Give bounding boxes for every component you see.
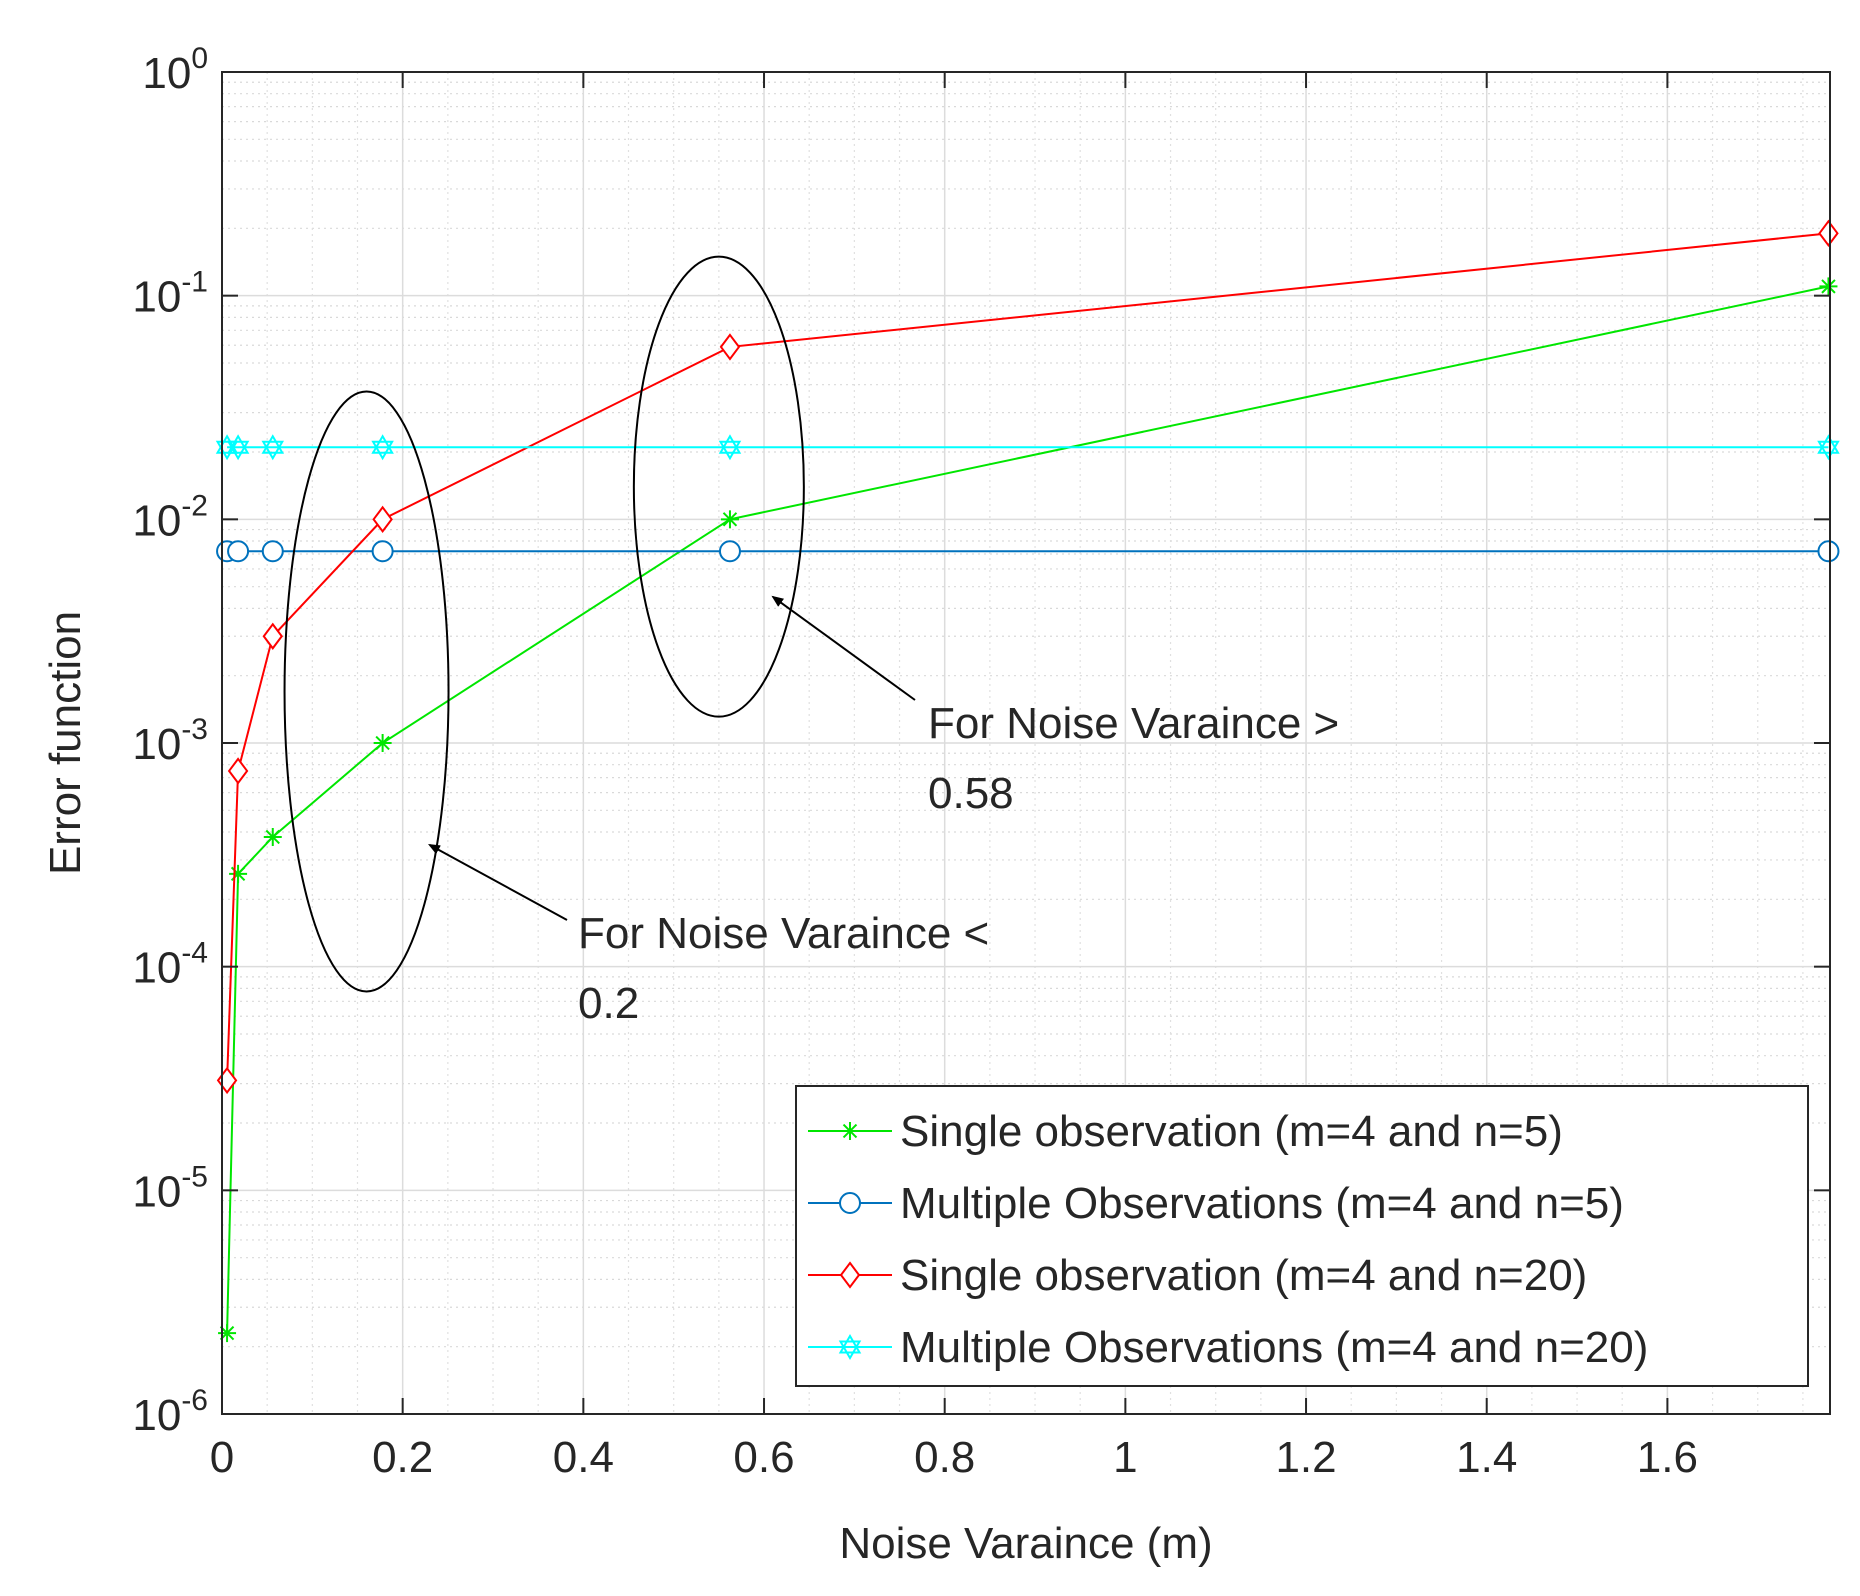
data-point — [373, 734, 392, 752]
data-point — [261, 434, 285, 461]
annotation-text-line1: For Noise Varaince > — [928, 699, 1339, 748]
series-line — [226, 285, 1829, 1334]
axes — [221, 71, 1831, 1415]
legend-marker — [841, 1122, 859, 1140]
data-point — [1818, 219, 1839, 247]
annotation-ellipse — [283, 390, 450, 993]
legend-entry: Single observation (m=4 and n=20) — [808, 1251, 1587, 1300]
x-tick-label: 1.6 — [1637, 1433, 1698, 1482]
legend: Single observation (m=4 and n=5) Multiple… — [795, 1085, 1809, 1387]
tick-labels: 0 0.2 0.4 0.6 0.8 1 1.2 1.4 1.6 100 10-1 10-2 10-3 10… — [132, 42, 1698, 1482]
data-point — [227, 540, 250, 563]
y-tick-label: 10-5 — [132, 1160, 208, 1216]
legend-marker — [839, 1192, 861, 1214]
legend-marker — [839, 1261, 861, 1289]
y-tick-label: 10-1 — [132, 266, 208, 322]
annotation-text-line1: For Noise Varaince < — [578, 909, 989, 958]
data-point — [227, 757, 249, 785]
data-point — [371, 434, 394, 461]
data-point — [719, 333, 741, 361]
data-point — [226, 434, 250, 461]
x-tick-label: 0.8 — [914, 1433, 975, 1482]
annotation-text-line2: 0.2 — [578, 979, 639, 1028]
annotation-arrow — [428, 844, 568, 921]
annotation-1: For Noise Varaince < 0.2 — [283, 390, 989, 1028]
data-point — [718, 434, 742, 461]
legend-label: Single observation (m=4 and n=5) — [900, 1107, 1563, 1156]
annotation-2: For Noise Varaince > 0.58 — [632, 255, 1339, 818]
legend-entry: Single observation (m=4 and n=5) — [808, 1107, 1563, 1156]
data-point — [1817, 540, 1840, 563]
y-tick-label: 100 — [142, 42, 208, 98]
x-axis-label: Noise Varaince (m) — [839, 1519, 1212, 1568]
legend-entry: Multiple Observations (m=4 and n=20) — [808, 1323, 1648, 1372]
legend-label: Multiple Observations (m=4 and n=5) — [900, 1179, 1624, 1228]
data-point — [218, 1324, 237, 1343]
series-2 — [216, 540, 1840, 563]
annotation-arrow — [771, 595, 916, 701]
x-tick-label: 0.4 — [553, 1433, 614, 1482]
data-point — [263, 827, 282, 846]
legend-box — [795, 1085, 1809, 1387]
legend-marker — [838, 1334, 862, 1360]
data-point — [720, 510, 739, 529]
legend-entry: Multiple Observations (m=4 and n=5) — [808, 1179, 1624, 1228]
y-axis-label: Error function — [41, 611, 90, 875]
x-tick-label: 1.4 — [1456, 1433, 1517, 1482]
data-point — [1817, 434, 1840, 461]
annotation-ellipse — [632, 255, 805, 718]
data-point — [371, 540, 394, 563]
data-point — [1819, 277, 1838, 296]
x-tick-label: 1.2 — [1275, 1433, 1336, 1482]
legend-label: Single observation (m=4 and n=20) — [900, 1251, 1587, 1300]
y-tick-label: 10-2 — [132, 489, 208, 545]
series-3 — [216, 219, 1839, 1095]
y-tick-label: 10-4 — [132, 937, 208, 993]
x-tick-label: 1 — [1113, 1433, 1137, 1482]
data-point — [229, 864, 248, 883]
data-point — [262, 622, 284, 650]
legend-label: Multiple Observations (m=4 and n=20) — [900, 1323, 1648, 1372]
x-tick-label: 0.2 — [372, 1433, 433, 1482]
series-line — [226, 232, 1829, 1081]
x-tick-label: 0 — [210, 1433, 234, 1482]
data-point — [718, 540, 741, 563]
data-point — [372, 505, 393, 533]
y-tick-label: 10-3 — [132, 713, 208, 769]
y-tick-label: 10-6 — [132, 1384, 208, 1440]
annotation-text-line2: 0.58 — [928, 769, 1014, 818]
data-point — [261, 540, 284, 563]
x-tick-label: 0.6 — [733, 1433, 794, 1482]
